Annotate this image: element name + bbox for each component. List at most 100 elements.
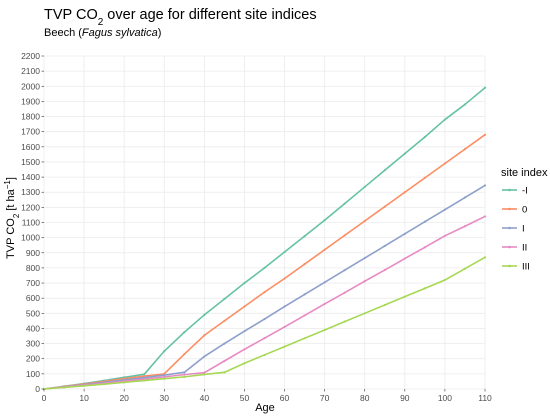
y-tick-label: 2200 [21, 51, 40, 61]
data-point [303, 263, 306, 266]
data-point [363, 219, 366, 223]
data-point [143, 373, 146, 376]
data-point [183, 375, 186, 378]
data-point [343, 269, 346, 272]
data-point [343, 291, 346, 294]
legend-item: II [502, 243, 527, 254]
data-point [243, 305, 246, 308]
y-tick-label: 1600 [21, 142, 40, 152]
legend-key-point [508, 188, 511, 192]
data-point [443, 208, 447, 211]
data-point [463, 225, 467, 228]
x-tick-label: 80 [360, 393, 370, 403]
data-point [463, 196, 467, 199]
y-tick-label: 2100 [21, 66, 40, 76]
data-point [163, 375, 166, 378]
data-point [223, 371, 226, 374]
series-line [43, 256, 486, 390]
data-point [483, 215, 487, 218]
data-point [203, 355, 206, 358]
data-point [183, 371, 186, 374]
data-point [363, 280, 366, 283]
data-point [263, 291, 266, 294]
data-point [323, 281, 326, 284]
y-tick-label: 1300 [21, 187, 40, 197]
data-point [423, 176, 426, 179]
data-point [403, 295, 406, 298]
data-point [383, 244, 386, 248]
data-point [263, 317, 266, 321]
legend-label: III [522, 262, 530, 273]
y-tick-label: 2000 [21, 81, 40, 91]
series-line [43, 134, 486, 390]
legend-label: II [522, 243, 527, 254]
y-tick-label: 1200 [21, 202, 40, 212]
data-point [383, 303, 386, 307]
grid [43, 55, 486, 390]
legend-item: 0 [502, 205, 527, 216]
data-point [403, 232, 406, 235]
chart-title: TVP CO2 over age for different site indi… [44, 7, 317, 28]
data-point [443, 234, 447, 237]
y-tick-label: 1400 [21, 172, 40, 182]
series-0 [42, 133, 487, 391]
y-tick-label: 1800 [21, 112, 40, 122]
data-point [203, 371, 206, 374]
data-point [283, 325, 286, 329]
data-point [223, 359, 226, 363]
data-point [303, 293, 306, 296]
y-axis-title: TVP CO2 [t ha−1] [3, 177, 21, 259]
x-tick-label: 70 [320, 393, 330, 403]
data-point [303, 337, 306, 340]
data-point [283, 345, 286, 348]
data-point [383, 205, 386, 208]
y-tick-label: 900 [26, 248, 40, 258]
data-point [403, 152, 406, 155]
data-point [423, 246, 426, 249]
data-point [82, 384, 86, 387]
legend-title: site index [501, 167, 548, 179]
y-tick-label: 700 [26, 278, 40, 288]
data-point [223, 297, 226, 301]
data-point [263, 337, 266, 340]
data-point [363, 256, 366, 260]
data-point [243, 281, 246, 285]
y-tick-label: 500 [26, 308, 40, 318]
data-point [383, 169, 386, 172]
y-tick-label: 1000 [21, 233, 40, 243]
x-tick-label: 40 [200, 393, 210, 403]
y-tick-label: 0 [35, 384, 40, 394]
x-tick-label: 90 [400, 393, 410, 403]
data-point [263, 266, 266, 270]
data-point [483, 184, 487, 187]
legend-label: -I [522, 186, 528, 197]
legend-key-point [508, 245, 511, 249]
x-tick-label: 10 [79, 393, 89, 403]
y-tick-label: 300 [26, 339, 40, 349]
legend-label: I [522, 224, 525, 235]
y-tick-label: 1500 [21, 157, 40, 167]
data-point [143, 379, 146, 382]
y-tick-label: 1100 [22, 218, 41, 228]
data-point [203, 313, 206, 316]
y-tick-label: 100 [26, 369, 40, 379]
x-tick-label: 60 [280, 393, 290, 403]
data-point [223, 342, 226, 345]
data-point [163, 350, 166, 353]
data-point [423, 220, 426, 223]
data-point [463, 103, 467, 106]
data-point [143, 375, 146, 378]
legend-key-point [508, 264, 511, 268]
y-tick-label: 800 [26, 263, 40, 273]
data-point [203, 373, 206, 376]
data-point [463, 267, 467, 270]
data-point [243, 330, 246, 333]
data-point [203, 334, 206, 337]
x-tick-label: 0 [42, 393, 47, 403]
data-point [323, 302, 326, 306]
legend-item: I [502, 224, 525, 235]
data-point [403, 257, 406, 260]
